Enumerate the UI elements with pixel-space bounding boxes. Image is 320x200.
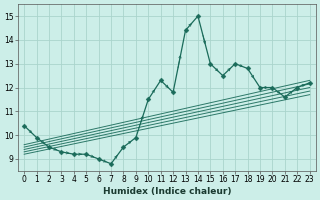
X-axis label: Humidex (Indice chaleur): Humidex (Indice chaleur) [103,187,231,196]
